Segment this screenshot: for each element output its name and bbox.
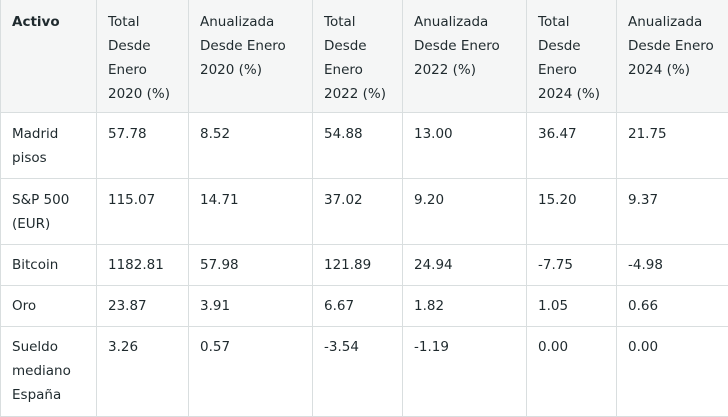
cell-total-2020: 23.87 [97, 286, 189, 327]
cell-anualizada-2022: -1.19 [403, 327, 527, 417]
table-row: Bitcoin 1182.81 57.98 121.89 24.94 -7.75… [1, 245, 728, 286]
cell-activo: Oro [1, 286, 97, 327]
cell-activo: Madrid pisos [1, 113, 97, 179]
cell-total-2020: 3.26 [97, 327, 189, 417]
cell-total-2024: 36.47 [527, 113, 617, 179]
header-cell-total-2024: Total Desde Enero 2024 (%) [527, 0, 617, 113]
header-cell-anualizada-2020: Anualizada Desde Enero 2020 (%) [189, 0, 313, 113]
cell-activo: Sueldo mediano España [1, 327, 97, 417]
table-row: Madrid pisos 57.78 8.52 54.88 13.00 36.4… [1, 113, 728, 179]
cell-anualizada-2024: 21.75 [617, 113, 728, 179]
cell-anualizada-2024: 0.66 [617, 286, 728, 327]
cell-anualizada-2020: 8.52 [189, 113, 313, 179]
table-row: Sueldo mediano España 3.26 0.57 -3.54 -1… [1, 327, 728, 417]
cell-anualizada-2022: 1.82 [403, 286, 527, 327]
header-cell-anualizada-2022: Anualizada Desde Enero 2022 (%) [403, 0, 527, 113]
cell-total-2020: 1182.81 [97, 245, 189, 286]
cell-total-2024: 1.05 [527, 286, 617, 327]
cell-total-2022: 37.02 [313, 179, 403, 245]
cell-activo: Bitcoin [1, 245, 97, 286]
cell-total-2022: 54.88 [313, 113, 403, 179]
cell-anualizada-2020: 0.57 [189, 327, 313, 417]
cell-anualizada-2020: 57.98 [189, 245, 313, 286]
cell-anualizada-2024: 0.00 [617, 327, 728, 417]
cell-total-2024: 0.00 [527, 327, 617, 417]
table-row: S&P 500 (EUR) 115.07 14.71 37.02 9.20 15… [1, 179, 728, 245]
cell-activo: S&P 500 (EUR) [1, 179, 97, 245]
header-cell-total-2022: Total Desde Enero 2022 (%) [313, 0, 403, 113]
header-row: Activo Total Desde Enero 2020 (%) Anuali… [1, 0, 728, 113]
cell-anualizada-2024: -4.98 [617, 245, 728, 286]
cell-anualizada-2022: 24.94 [403, 245, 527, 286]
header-cell-activo: Activo [1, 0, 97, 113]
cell-total-2022: -3.54 [313, 327, 403, 417]
cell-total-2024: 15.20 [527, 179, 617, 245]
cell-anualizada-2020: 3.91 [189, 286, 313, 327]
table-row: Oro 23.87 3.91 6.67 1.82 1.05 0.66 [1, 286, 728, 327]
cell-total-2020: 57.78 [97, 113, 189, 179]
header-cell-total-2020: Total Desde Enero 2020 (%) [97, 0, 189, 113]
cell-anualizada-2022: 13.00 [403, 113, 527, 179]
table-body: Madrid pisos 57.78 8.52 54.88 13.00 36.4… [1, 113, 728, 417]
cell-anualizada-2022: 9.20 [403, 179, 527, 245]
cell-anualizada-2024: 9.37 [617, 179, 728, 245]
cell-total-2020: 115.07 [97, 179, 189, 245]
cell-total-2022: 6.67 [313, 286, 403, 327]
header-cell-anualizada-2024: Anualizada Desde Enero 2024 (%) [617, 0, 728, 113]
cell-total-2024: -7.75 [527, 245, 617, 286]
cell-anualizada-2020: 14.71 [189, 179, 313, 245]
table-header: Activo Total Desde Enero 2020 (%) Anuali… [1, 0, 728, 113]
cell-total-2022: 121.89 [313, 245, 403, 286]
